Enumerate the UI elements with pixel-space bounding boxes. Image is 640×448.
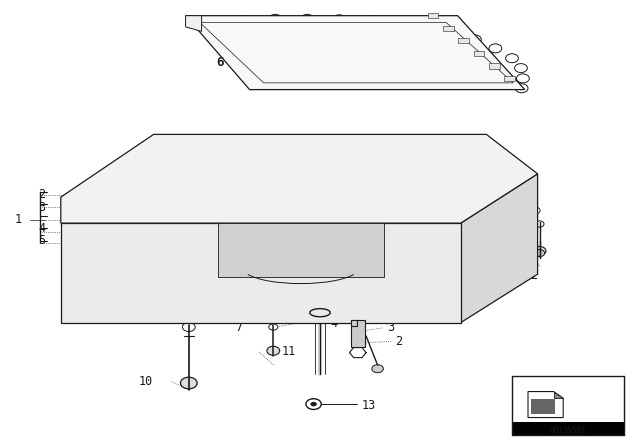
Text: 2: 2 (395, 335, 402, 348)
Text: 3: 3 (38, 201, 45, 214)
Text: 11: 11 (282, 345, 296, 358)
Text: 4: 4 (331, 317, 338, 330)
Text: 2: 2 (38, 188, 45, 202)
Polygon shape (474, 51, 484, 56)
Polygon shape (528, 392, 563, 418)
Polygon shape (186, 16, 525, 90)
Polygon shape (428, 13, 438, 18)
Circle shape (267, 346, 280, 355)
Bar (512, 422, 624, 435)
Text: 5: 5 (525, 250, 532, 263)
Text: 8: 8 (257, 304, 264, 317)
Polygon shape (458, 38, 469, 43)
Polygon shape (554, 392, 563, 398)
Polygon shape (504, 76, 515, 81)
Text: 10: 10 (139, 375, 153, 388)
Circle shape (533, 246, 546, 255)
Text: 7: 7 (235, 321, 242, 335)
Text: 00139581: 00139581 (549, 426, 586, 435)
Polygon shape (443, 26, 454, 31)
Text: 3: 3 (387, 321, 394, 335)
Circle shape (310, 402, 317, 406)
Circle shape (306, 399, 321, 409)
Polygon shape (489, 63, 500, 69)
Text: 13: 13 (362, 399, 376, 412)
Circle shape (182, 323, 195, 332)
Text: 9: 9 (72, 274, 79, 288)
Text: 4: 4 (38, 222, 45, 235)
Polygon shape (61, 223, 461, 323)
Polygon shape (218, 223, 384, 277)
Circle shape (534, 250, 545, 257)
Circle shape (114, 260, 123, 266)
Circle shape (535, 221, 544, 227)
Text: 1: 1 (15, 213, 22, 226)
Circle shape (372, 365, 383, 373)
Text: 5: 5 (38, 234, 45, 247)
Bar (531, 399, 555, 414)
Polygon shape (61, 134, 538, 223)
Text: 12: 12 (525, 269, 539, 282)
Polygon shape (461, 174, 538, 323)
Bar (351, 320, 365, 347)
Circle shape (269, 324, 278, 330)
Circle shape (180, 377, 197, 389)
Circle shape (112, 281, 125, 290)
Polygon shape (186, 16, 202, 31)
Text: 6: 6 (216, 56, 224, 69)
